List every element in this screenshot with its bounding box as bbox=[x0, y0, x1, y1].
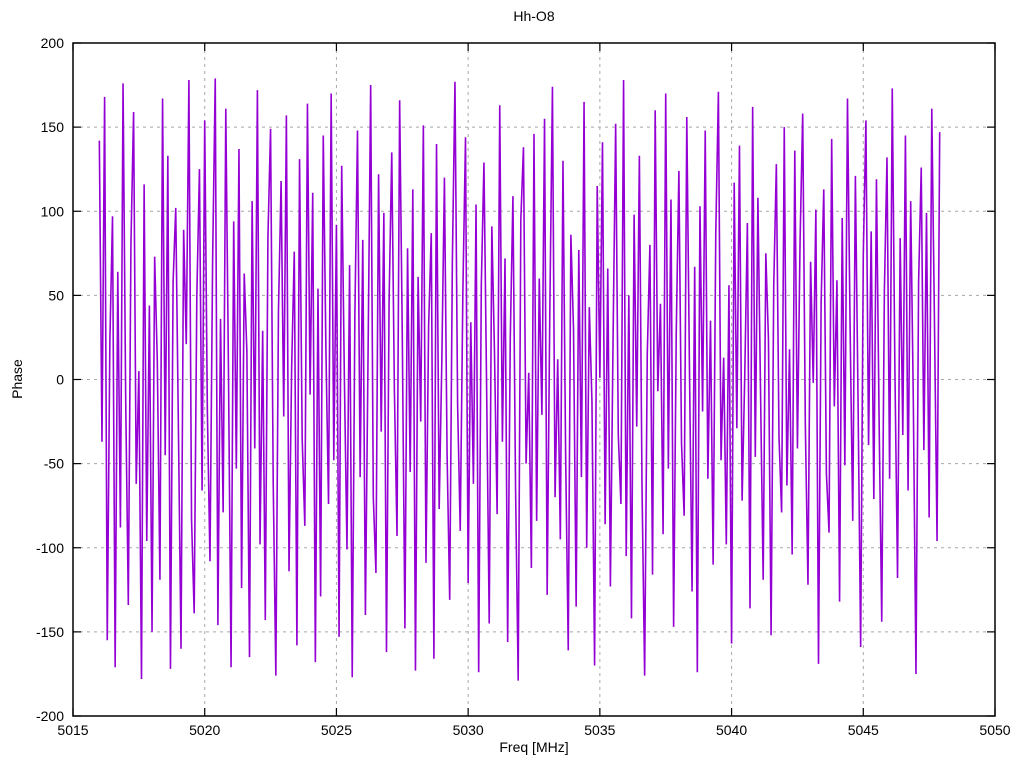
x-tick-label: 5050 bbox=[979, 722, 1010, 738]
y-tick-label: -100 bbox=[36, 540, 64, 556]
x-tick-label: 5030 bbox=[453, 722, 484, 738]
y-tick-label: 100 bbox=[41, 203, 65, 219]
y-tick-label: -150 bbox=[36, 624, 64, 640]
x-tick-label: 5040 bbox=[716, 722, 747, 738]
x-axis-label: Freq [MHz] bbox=[499, 739, 569, 755]
y-tick-label: 200 bbox=[41, 35, 65, 51]
y-tick-label: 150 bbox=[41, 119, 65, 135]
phase-data-line bbox=[98, 78, 941, 681]
x-tick-label: 5025 bbox=[321, 722, 352, 738]
x-tick-label: 5020 bbox=[189, 722, 220, 738]
y-tick-label: -200 bbox=[36, 708, 64, 724]
x-tick-label: 5035 bbox=[584, 722, 615, 738]
x-tick-label: 5045 bbox=[848, 722, 879, 738]
plot-border bbox=[72, 42, 996, 717]
x-tick-label: 5015 bbox=[57, 722, 88, 738]
y-tick-label: -50 bbox=[44, 456, 64, 472]
y-tick-label: 50 bbox=[48, 287, 64, 303]
y-tick-label: 0 bbox=[56, 372, 64, 388]
chart-title: Hh-O8 bbox=[513, 8, 555, 24]
